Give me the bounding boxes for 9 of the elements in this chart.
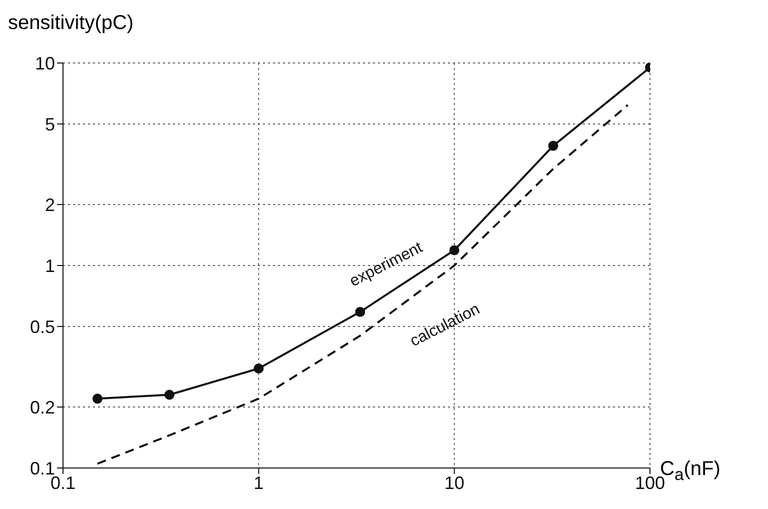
y-axis-title: sensitivity(pC) <box>8 12 134 35</box>
y-tick-label: 1 <box>44 256 55 276</box>
y-tick-label: 5 <box>44 114 55 134</box>
x-tick-label: 1 <box>254 472 264 493</box>
y-tick-label: 0.2 <box>30 397 55 418</box>
x-tick-label: 10 <box>444 472 464 493</box>
y-tick-label: 10 <box>34 53 55 74</box>
y-tick-label: 0.5 <box>30 316 55 337</box>
y-tick-label: 2 <box>44 194 55 215</box>
